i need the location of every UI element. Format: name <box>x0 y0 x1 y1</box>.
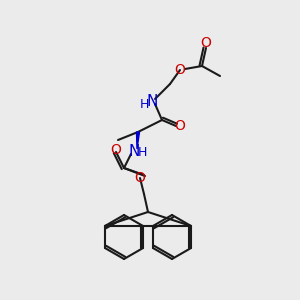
Text: H: H <box>137 146 147 160</box>
Text: O: O <box>175 63 185 77</box>
Text: O: O <box>175 119 185 133</box>
Text: O: O <box>135 171 146 185</box>
Text: N: N <box>128 145 140 160</box>
Text: O: O <box>201 36 212 50</box>
Polygon shape <box>136 132 140 149</box>
Text: H: H <box>139 98 149 110</box>
Text: O: O <box>111 143 122 157</box>
Text: N: N <box>146 94 158 110</box>
